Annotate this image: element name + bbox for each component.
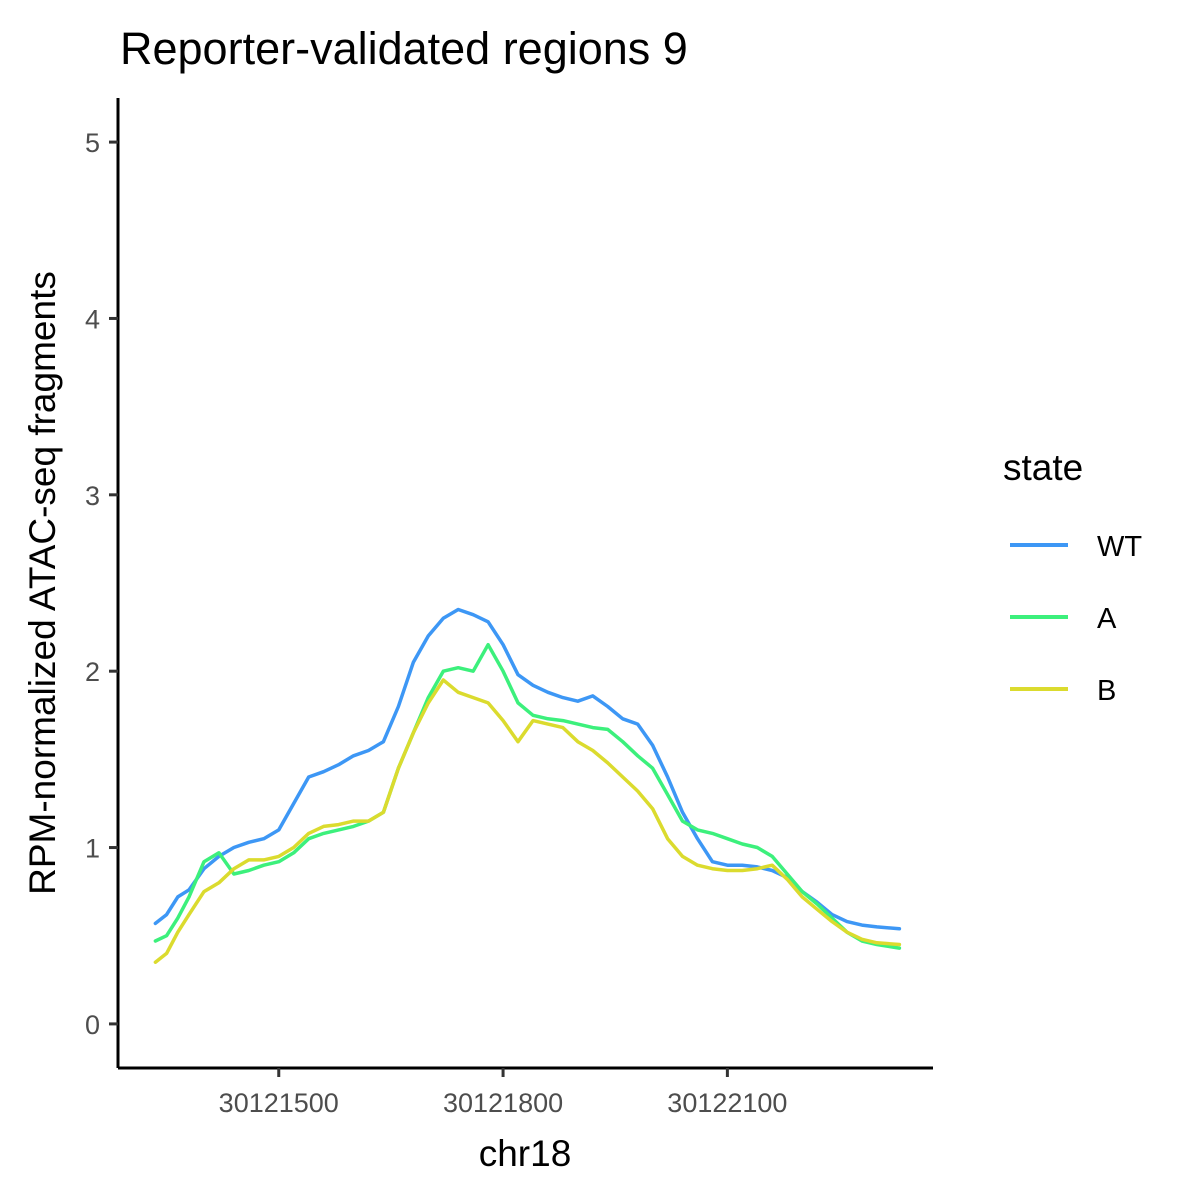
y-tick-label: 1 (85, 834, 100, 864)
legend-label-wt: WT (1097, 531, 1142, 563)
y-tick-label: 5 (85, 128, 100, 158)
x-tick-label: 30121800 (443, 1088, 563, 1118)
x-tick-label: 30122100 (667, 1088, 787, 1118)
y-tick-label: 3 (85, 481, 100, 511)
y-ticks: 0 1 2 3 4 5 (85, 128, 118, 1040)
y-tick-label: 0 (85, 1010, 100, 1040)
series-layer (153, 607, 902, 964)
legend: state WT A B (1003, 447, 1142, 707)
plot-title: Reporter-validated regions 9 (120, 23, 688, 74)
y-tick-label: 2 (85, 657, 100, 687)
x-ticks: 30121500 30121800 30122100 (219, 1068, 787, 1118)
y-tick-label: 4 (85, 304, 100, 334)
legend-label-a: A (1097, 603, 1117, 635)
y-axis-title: RPM-normalized ATAC-seq fragments (22, 271, 63, 895)
legend-title: state (1003, 447, 1083, 488)
series-line-b (153, 678, 902, 964)
x-tick-label: 30121500 (219, 1088, 339, 1118)
legend-label-b: B (1097, 675, 1116, 707)
x-axis-title: chr18 (479, 1133, 572, 1174)
series-line-wt (153, 607, 902, 931)
series-line-a (153, 642, 902, 950)
